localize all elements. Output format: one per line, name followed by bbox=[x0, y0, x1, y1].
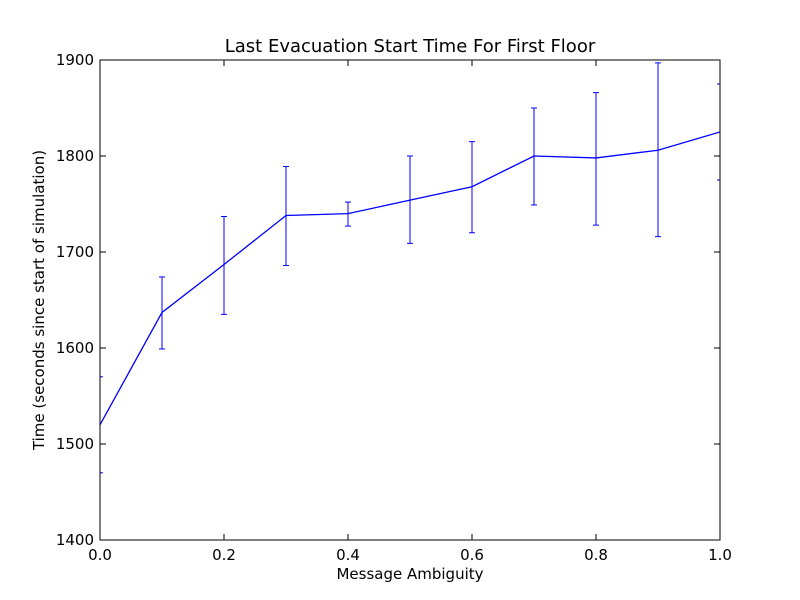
x-tick-label: 0.0 bbox=[88, 546, 112, 564]
x-tick-label: 0.4 bbox=[336, 546, 360, 564]
x-axis-title: Message Ambiguity bbox=[336, 565, 483, 583]
y-tick-label: 1600 bbox=[56, 339, 94, 357]
y-axis-title: Time (seconds since start of simulation) bbox=[30, 150, 48, 451]
chart-title: Last Evacuation Start Time For First Flo… bbox=[225, 36, 596, 57]
x-tick-label: 1.0 bbox=[708, 546, 732, 564]
y-tick-label: 1800 bbox=[56, 147, 94, 165]
y-tick-label: 1500 bbox=[56, 435, 94, 453]
series-group bbox=[100, 62, 720, 474]
x-tick-label: 0.2 bbox=[212, 546, 236, 564]
plot-frame bbox=[99, 59, 721, 541]
y-tick-label: 1900 bbox=[56, 51, 94, 69]
x-tick-label: 0.6 bbox=[460, 546, 484, 564]
ticks-group: 0.0 0.2 0.4 0.6 0.8 1.0 1400 1500 1600 1700 1800 19… bbox=[56, 51, 732, 564]
y-tick-label: 1400 bbox=[56, 531, 94, 549]
x-tick-label: 0.8 bbox=[584, 546, 608, 564]
y-tick-label: 1700 bbox=[56, 243, 94, 261]
